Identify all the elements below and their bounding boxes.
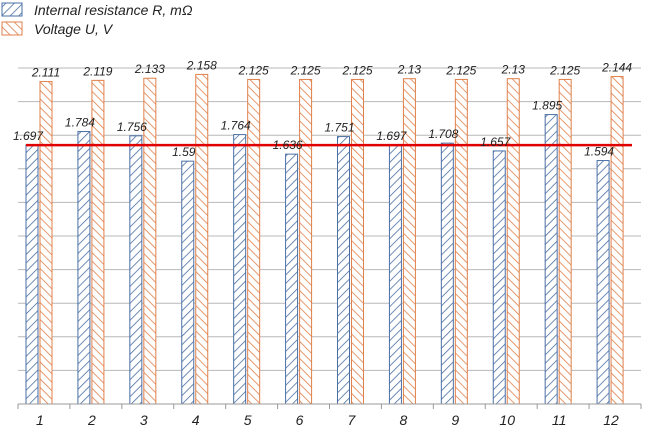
data-label-voltage: 2.119 [82, 64, 112, 78]
data-label-voltage: 2.133 [134, 62, 165, 76]
legend-item-resistance: Internal resistance R, mΩ [1, 2, 193, 18]
bar-resistance [129, 135, 143, 405]
bar-resistance [285, 153, 299, 405]
legend-swatch-voltage [1, 21, 23, 36]
data-label-voltage: 2.125 [238, 63, 269, 77]
data-label-voltage: 2.13 [501, 63, 526, 77]
data-label-resistance: 1.708 [428, 127, 458, 141]
bar-resistance [440, 142, 454, 405]
bar-voltage [402, 78, 416, 405]
data-label-voltage: 2.125 [341, 63, 372, 77]
data-label-resistance: 1.697 [13, 129, 44, 143]
bar-resistance [492, 150, 506, 405]
data-label-voltage: 2.125 [445, 63, 476, 77]
data-label-voltage: 2.125 [549, 63, 580, 77]
bar-resistance [25, 144, 39, 405]
data-label-resistance: 1.59 [172, 145, 196, 159]
bar-resistance [596, 160, 610, 405]
bar-resistance [337, 136, 350, 405]
data-label-resistance: 1.657 [480, 135, 511, 149]
x-axis: 1 2 3 4 5 6 7 8 9 10 11 12 [17, 403, 642, 428]
data-label-resistance: 1.697 [376, 129, 407, 143]
bar-resistance [544, 114, 558, 405]
bar-voltage [558, 78, 572, 405]
bar-voltage [506, 78, 520, 405]
legend-swatch-resistance [1, 2, 23, 17]
data-label-resistance: 1.784 [65, 116, 95, 130]
data-label-resistance: 1.764 [221, 119, 251, 133]
data-label-resistance: 1.895 [532, 99, 562, 113]
data-label-voltage: 2.144 [601, 61, 632, 75]
x-tick-label: 10 [499, 412, 515, 428]
bar-voltage [299, 78, 313, 405]
data-label-voltage: 2.111 [31, 66, 60, 80]
data-label-resistance: 1.756 [117, 120, 147, 134]
data-label-voltage: 2.13 [397, 63, 422, 77]
bar-resistance [233, 134, 247, 405]
bar-resistance [181, 160, 195, 405]
bar-resistance [388, 144, 402, 405]
bar-voltage [195, 73, 209, 405]
bar-resistance [77, 131, 91, 405]
x-tick-label: 6 [296, 412, 304, 428]
legend-label-voltage: Voltage U, V [34, 21, 114, 37]
x-tick-label: 7 [348, 412, 357, 428]
legend-label-resistance: Internal resistance R, mΩ [34, 2, 193, 18]
data-label-voltage: 2.158 [186, 58, 217, 72]
x-tick-label: 1 [36, 412, 44, 428]
legend-item-voltage: Voltage U, V [1, 21, 114, 37]
x-tick-label: 5 [244, 412, 252, 428]
data-label-resistance: 1.751 [324, 121, 354, 135]
x-tick-label: 11 [552, 412, 567, 428]
x-tick-label: 12 [603, 412, 619, 428]
bar-voltage [610, 76, 624, 405]
data-labels: 1.697 2.111 1.784 2.119 1.756 2.133 1.59 2.158 1… [13, 58, 632, 159]
x-tick-label: 8 [399, 412, 407, 428]
data-label-resistance: 1.594 [584, 145, 614, 159]
x-tick-label: 2 [87, 412, 96, 428]
x-tick-label: 4 [192, 412, 200, 428]
x-tick-label: 3 [140, 412, 148, 428]
data-label-voltage: 2.125 [290, 63, 321, 77]
x-tick-label: 9 [451, 412, 459, 428]
data-label-resistance: 1.636 [273, 138, 303, 152]
chart-legend: Internal resistance R, mΩ Voltage U, V [1, 2, 193, 37]
